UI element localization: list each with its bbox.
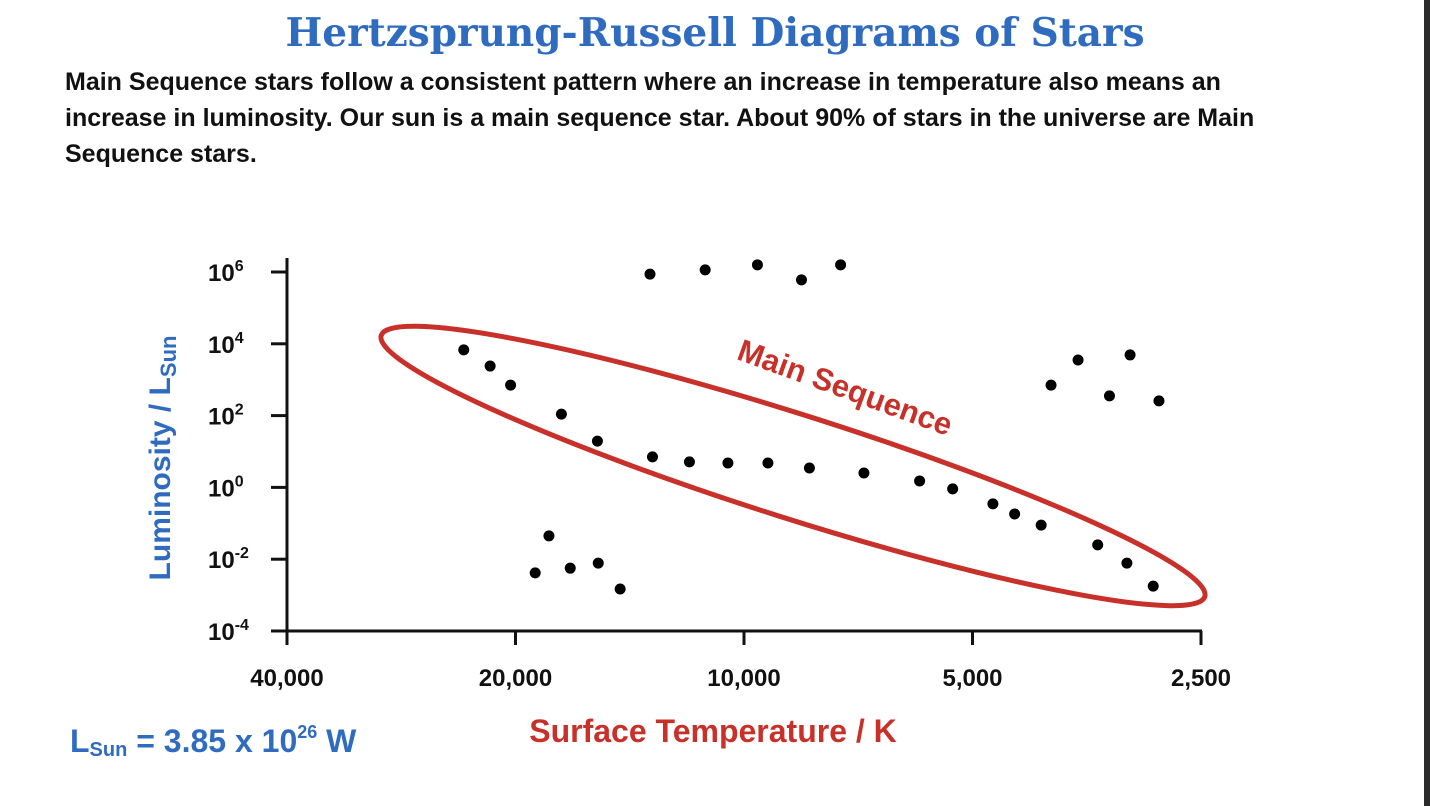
main-sequence-ellipse <box>378 323 1208 609</box>
star-point-main-sequence <box>762 457 774 469</box>
y-tick-exponent: 6 <box>235 258 244 275</box>
star-point-red-giants <box>1072 354 1084 366</box>
star-point-main-sequence <box>1009 508 1021 520</box>
star-point-supergiants <box>699 264 711 276</box>
star-point-supergiants <box>835 259 847 271</box>
y-tick-label: 10-4 <box>208 617 249 646</box>
y-tick-label: 106 <box>208 258 244 287</box>
y-tick-exponent: -2 <box>235 545 249 562</box>
star-point-main-sequence <box>505 379 517 391</box>
star-point-main-sequence <box>1035 519 1047 531</box>
star-point-main-sequence <box>591 435 603 447</box>
lsun-unit: W <box>317 723 357 759</box>
star-point-red-giants <box>1124 349 1136 361</box>
star-point-main-sequence <box>987 498 999 510</box>
x-axis-label: Surface Temperature / K <box>529 713 897 749</box>
star-point-main-sequence <box>683 456 695 468</box>
lsun-exp: 26 <box>297 722 318 742</box>
data-points <box>458 259 1165 595</box>
star-point-main-sequence <box>914 475 926 487</box>
star-point-main-sequence <box>803 462 815 474</box>
y-tick-label: 104 <box>208 330 244 359</box>
sun-luminosity-formula: LSun = 3.85 x 1026 W <box>70 722 356 762</box>
y-tick-base: 10 <box>208 332 235 359</box>
y-tick-base: 10 <box>208 475 235 502</box>
x-tick-label: 2,500 <box>1171 665 1231 692</box>
star-point-supergiants <box>644 268 656 280</box>
lsun-l: L <box>70 723 90 759</box>
y-axis-label: Luminosity / LSun <box>144 336 181 581</box>
star-point-white-dwarfs <box>529 567 541 579</box>
star-point-main-sequence <box>858 467 870 479</box>
svg-text:Luminosity / LSun: Luminosity / LSun <box>144 336 181 581</box>
axes: 40,000 20,000 10,000 5,000 2,500106104102100… <box>208 258 1231 692</box>
star-point-main-sequence <box>1121 557 1133 569</box>
star-point-main-sequence <box>458 344 470 356</box>
star-point-main-sequence <box>555 408 567 420</box>
star-point-main-sequence <box>1092 539 1104 551</box>
star-point-main-sequence <box>1147 580 1159 592</box>
lsun-sub: Sun <box>89 739 128 761</box>
y-tick-label: 10-2 <box>208 545 249 574</box>
y-tick-exponent: -4 <box>235 617 249 634</box>
y-tick-label: 100 <box>208 473 244 502</box>
star-point-white-dwarfs <box>564 562 576 574</box>
star-point-white-dwarfs <box>543 530 555 542</box>
y-tick-base: 10 <box>208 404 235 431</box>
y-label-sub: Sun <box>156 336 181 378</box>
y-tick-exponent: 4 <box>235 330 244 347</box>
star-point-red-giants <box>1153 395 1165 407</box>
star-point-red-giants <box>1103 390 1115 402</box>
y-tick-label: 102 <box>208 402 244 431</box>
x-tick-label: 20,000 <box>479 665 552 692</box>
lsun-mid: = 3.85 x 10 <box>127 723 298 759</box>
star-point-main-sequence <box>722 457 734 469</box>
star-point-white-dwarfs <box>614 583 626 595</box>
x-tick-label: 10,000 <box>707 665 780 692</box>
y-tick-base: 10 <box>208 260 235 287</box>
star-point-supergiants <box>795 274 807 286</box>
star-point-red-giants <box>1045 379 1057 391</box>
star-point-white-dwarfs <box>592 557 604 569</box>
x-tick-label: 5,000 <box>942 665 1002 692</box>
y-tick-exponent: 0 <box>235 473 244 490</box>
y-label-main: Luminosity / L <box>144 377 177 580</box>
star-point-supergiants <box>751 259 763 271</box>
y-tick-base: 10 <box>208 619 235 646</box>
slide-description: Main Sequence stars follow a consistent … <box>65 68 1255 168</box>
star-point-main-sequence <box>484 360 496 372</box>
y-tick-base: 10 <box>208 547 235 574</box>
x-tick-label: 40,000 <box>250 665 323 692</box>
window-edge <box>1424 0 1430 806</box>
star-point-main-sequence <box>646 451 658 463</box>
slide-title: Hertzsprung-Russell Diagrams of Stars <box>285 10 1145 56</box>
star-point-main-sequence <box>947 483 959 495</box>
y-tick-exponent: 2 <box>235 402 244 419</box>
